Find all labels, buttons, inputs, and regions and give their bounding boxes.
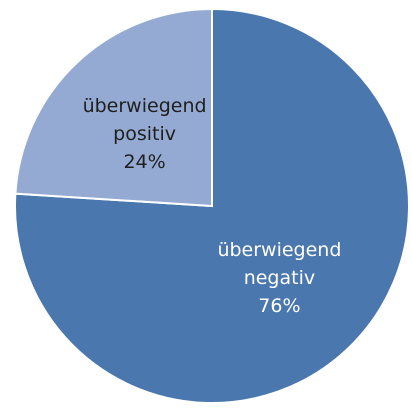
category-label: überwiegend negativ [217, 238, 342, 289]
pie-slice [14, 7, 410, 404]
category-label: überwiegend positiv [82, 95, 207, 146]
slice-label: überwiegend positiv 24% [70, 92, 220, 176]
slice-label: überwiegend negativ 76% [204, 236, 354, 320]
value-label: 24% [123, 151, 166, 174]
value-label: 76% [258, 294, 301, 317]
pie-slice [14, 7, 213, 208]
